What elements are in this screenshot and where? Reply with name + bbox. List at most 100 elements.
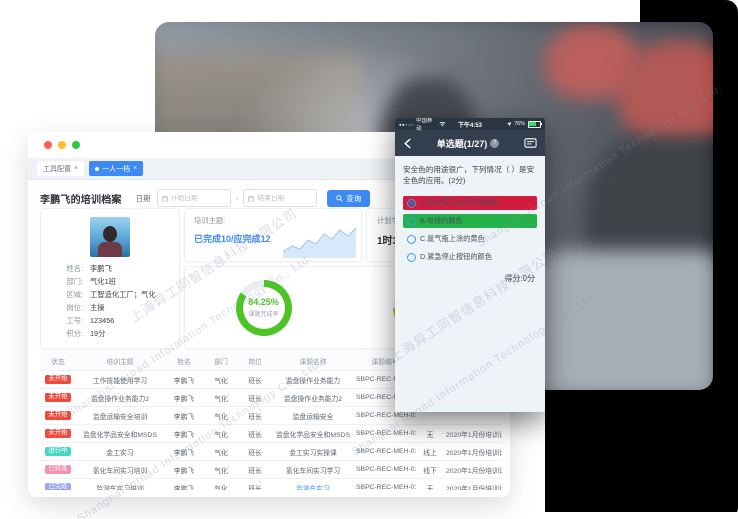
search-button-label: 查询 xyxy=(346,193,362,203)
status-cell: 未开始 xyxy=(40,388,76,407)
date-end-field[interactable] xyxy=(257,194,313,202)
dept-cell: 气化 xyxy=(204,478,238,490)
signal-dots-icon: ●●○○○ xyxy=(399,121,415,127)
zoom-button[interactable] xyxy=(72,141,80,149)
close-icon[interactable]: × xyxy=(74,165,79,172)
photo-jacket-blur xyxy=(533,250,713,390)
course-code-cell: SBPC-REC-MEH-017 xyxy=(354,424,416,443)
name-cell: 李鹏飞 xyxy=(164,442,204,461)
name-cell: 李鹏飞 xyxy=(164,460,204,479)
plan-cell: 2020年1月份培训计划 xyxy=(444,478,502,490)
course-cell: 监盘化学品安全和MSDS xyxy=(272,424,354,443)
plan-cell: 2020年1月份培训计划 xyxy=(444,424,502,443)
dept-cell: 气化 xyxy=(204,406,238,425)
active-tab-dot xyxy=(95,166,100,171)
course-code-cell: SBPC-REC-MEH-017 xyxy=(354,478,416,490)
post-cell: 班长 xyxy=(238,424,272,443)
post-cell: 班长 xyxy=(238,388,272,407)
carrier-label: 中国移动 xyxy=(416,118,433,132)
status-badge: 进行中 xyxy=(44,446,72,457)
table-row: 未开始 监盘运输安全培训 李鹏飞 气化 班长 监盘运输安全 SBPC-REC-MEH-017 xyxy=(40,406,502,425)
answer-option[interactable]: A.轿车等汽车的不同颜色 xyxy=(403,196,537,210)
date-label: 日期 xyxy=(135,193,151,203)
table-header-cell: 培训主题 xyxy=(76,352,164,371)
status-badge: 已完成 xyxy=(44,482,72,490)
window-titlebar xyxy=(28,132,510,158)
profile-field-row: 岗位: 主操 xyxy=(51,301,169,314)
phone-mockup: ●●○○○ 中国移动 下午4:53 76% 单选题(1/27) ? 安全色的用途… xyxy=(395,118,545,412)
question-counter: 单选题(1/27) xyxy=(436,138,488,149)
tab-inactive[interactable]: 工具配置 × xyxy=(37,161,85,176)
post-cell: 班长 xyxy=(238,478,272,490)
field-value: 主操 xyxy=(90,303,105,312)
table-header-cell: 姓名 xyxy=(164,352,204,371)
answer-option[interactable]: B.电线的颜色 xyxy=(403,214,537,228)
answer-option[interactable]: C.氮气瓶上涂的黄色 xyxy=(403,232,537,246)
field-label: 岗位: xyxy=(66,303,83,312)
course-link[interactable]: 监测车实习 xyxy=(272,478,354,490)
radio-button[interactable] xyxy=(407,252,416,262)
donut-percent: 84.25% xyxy=(248,297,279,307)
search-button[interactable]: 查询 xyxy=(327,189,371,207)
help-icon[interactable]: ? xyxy=(490,138,500,148)
radio-button[interactable] xyxy=(407,216,416,226)
calendar-icon xyxy=(248,195,255,202)
dept-cell: 气化 xyxy=(204,424,238,443)
close-button[interactable] xyxy=(44,141,52,149)
minimize-button[interactable] xyxy=(58,141,66,149)
field-value: 李鹏飞 xyxy=(90,264,112,273)
radio-button[interactable] xyxy=(407,234,416,244)
field-value: 气化1班 xyxy=(90,277,116,286)
name-cell: 李鹏飞 xyxy=(164,406,204,425)
search-icon xyxy=(336,194,343,202)
question-nav-title: 单选题(1/27) ? xyxy=(412,137,524,150)
photo-red-helmet xyxy=(617,40,713,145)
dept-cell: 气化 xyxy=(204,370,238,389)
toolbar: 李鹏飞的培训档案 日期 - 查询 xyxy=(28,180,510,207)
date-start-field[interactable] xyxy=(170,194,226,202)
table-row: 进行中 金工实习 李鹏飞 气化 班长 金工实习实操课 SBPC-REC-MEH-017 线上 2… xyxy=(40,442,502,461)
close-icon[interactable]: × xyxy=(133,165,138,172)
tab-active[interactable]: 一人一档 × xyxy=(89,161,144,176)
topic-cell: 监盘运输安全培训 xyxy=(76,406,164,425)
field-label: 姓名: xyxy=(66,264,83,273)
plan-cell: 2020年1月份培训计划 xyxy=(444,442,502,461)
date-end-input[interactable] xyxy=(243,189,318,207)
phone-status-bar: ●●○○○ 中国移动 下午4:53 76% xyxy=(395,118,545,132)
post-cell: 班长 xyxy=(238,370,272,389)
profile-field-row: 部门: 气化1班 xyxy=(51,275,169,288)
status-cell: 未开始 xyxy=(40,370,76,389)
dark-background-bottom-right xyxy=(545,388,738,512)
course-cell: 金工实习实操课 xyxy=(272,442,354,461)
method-cell: 无 xyxy=(416,424,444,443)
avatar xyxy=(90,217,130,257)
post-cell: 班长 xyxy=(238,406,272,425)
score-text: 得分:0分 xyxy=(504,274,535,283)
topic-cell: 氢化车间实习培训 xyxy=(76,460,164,479)
radio-button[interactable] xyxy=(407,198,416,208)
field-label: 区域: xyxy=(66,290,83,299)
donut-text: 84.25% 课题完成率 xyxy=(236,280,292,336)
status-cell: 进行中 xyxy=(40,442,76,461)
answer-option[interactable]: D.紧急停止按钮的颜色 xyxy=(403,250,537,264)
table-header-cell: 岗位 xyxy=(238,352,272,371)
name-cell: 李鹏飞 xyxy=(164,478,204,490)
field-label: 工号: xyxy=(66,316,83,325)
tab-label: 工具配置 xyxy=(43,165,71,173)
topic-cell: 金工实习 xyxy=(76,442,164,461)
table-row: 已完成 监测车实习培训 李鹏飞 气化 班长 监测车实习 SBPC-REC-MEH-017 无 2… xyxy=(40,478,502,490)
answer-sheet-icon[interactable] xyxy=(524,137,537,149)
field-label: 部门: xyxy=(66,277,83,286)
page-title: 李鹏飞的培训档案 xyxy=(40,194,122,206)
status-badge: 未开始 xyxy=(44,374,72,385)
course-cell: 监盘操作业务能力 xyxy=(272,370,354,389)
status-badge: 未开始 xyxy=(44,392,72,403)
battery-icon xyxy=(527,120,542,128)
topic-cell: 工作技能使用学习 xyxy=(76,370,164,389)
dept-cell: 气化 xyxy=(204,460,238,479)
back-icon[interactable] xyxy=(403,138,412,149)
table-row: 已结束 氢化车间实习培训 李鹏飞 气化 班长 氢化车间实习学习 SBPC-REC-MEH-0… xyxy=(40,460,502,479)
date-start-input[interactable] xyxy=(156,189,231,207)
topic-progress: 已完成10/应完成12 xyxy=(194,234,271,244)
status-cell: 已结束 xyxy=(40,460,76,479)
